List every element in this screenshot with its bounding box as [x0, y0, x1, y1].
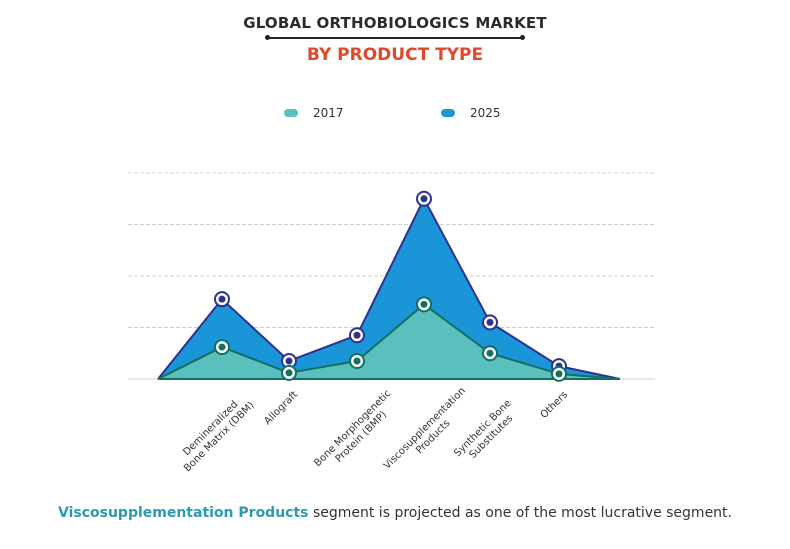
- x-tick-label: Others: [539, 389, 571, 421]
- data-point-2017: [281, 364, 297, 381]
- divider-dot-left: [265, 35, 270, 40]
- x-tick-label: DemineralizedBone Matrix (DBM): [174, 391, 257, 474]
- line-2025: [157, 197, 621, 380]
- x-tick-label: Synthetic BoneSubstitutes: [452, 398, 522, 468]
- data-point-2025: [416, 190, 432, 207]
- data-point-2017: [349, 352, 365, 369]
- data-point-2017: [416, 296, 432, 313]
- data-point-2025: [482, 314, 498, 331]
- data-point-2025: [281, 352, 297, 369]
- data-point-2025: [349, 327, 365, 344]
- x-axis-labels: DemineralizedBone Matrix (DBM) Allograft B…: [174, 386, 571, 481]
- data-point-2017: [214, 339, 230, 356]
- legend-label-2017: 2017: [313, 106, 344, 120]
- markers: [214, 190, 567, 382]
- areas: [157, 197, 621, 380]
- chart-subtitle: BY PRODUCT TYPE: [306, 45, 484, 65]
- caption-text: segment is projected as one of the most …: [308, 505, 732, 521]
- legend-item-2017: 2017: [284, 106, 344, 120]
- area-chart: DemineralizedBone Matrix (DBM) Allograft B…: [128, 172, 655, 481]
- legend-swatch-2017: [284, 109, 298, 117]
- data-point-2017: [551, 365, 567, 382]
- chart-title: GLOBAL ORTHOBIOLOGICS MARKET: [243, 14, 547, 32]
- divider-dot-right: [520, 35, 525, 40]
- title-divider: [265, 35, 525, 40]
- legend-item-2025: 2025: [441, 106, 501, 120]
- x-tick-label: Allograft: [262, 389, 300, 427]
- data-point-2025: [214, 291, 230, 308]
- legend-label-2025: 2025: [470, 106, 501, 120]
- area-2017: [158, 304, 620, 379]
- line-2017: [157, 303, 621, 380]
- data-point-2017: [482, 345, 498, 362]
- legend-swatch-2025: [441, 109, 455, 117]
- x-tick-label: ViscosupplementationProducts: [382, 386, 477, 481]
- caption-highlight: Viscosupplementation Products: [57, 505, 309, 521]
- area-2025: [158, 198, 620, 379]
- caption: Viscosupplementation Products segment is…: [0, 505, 790, 521]
